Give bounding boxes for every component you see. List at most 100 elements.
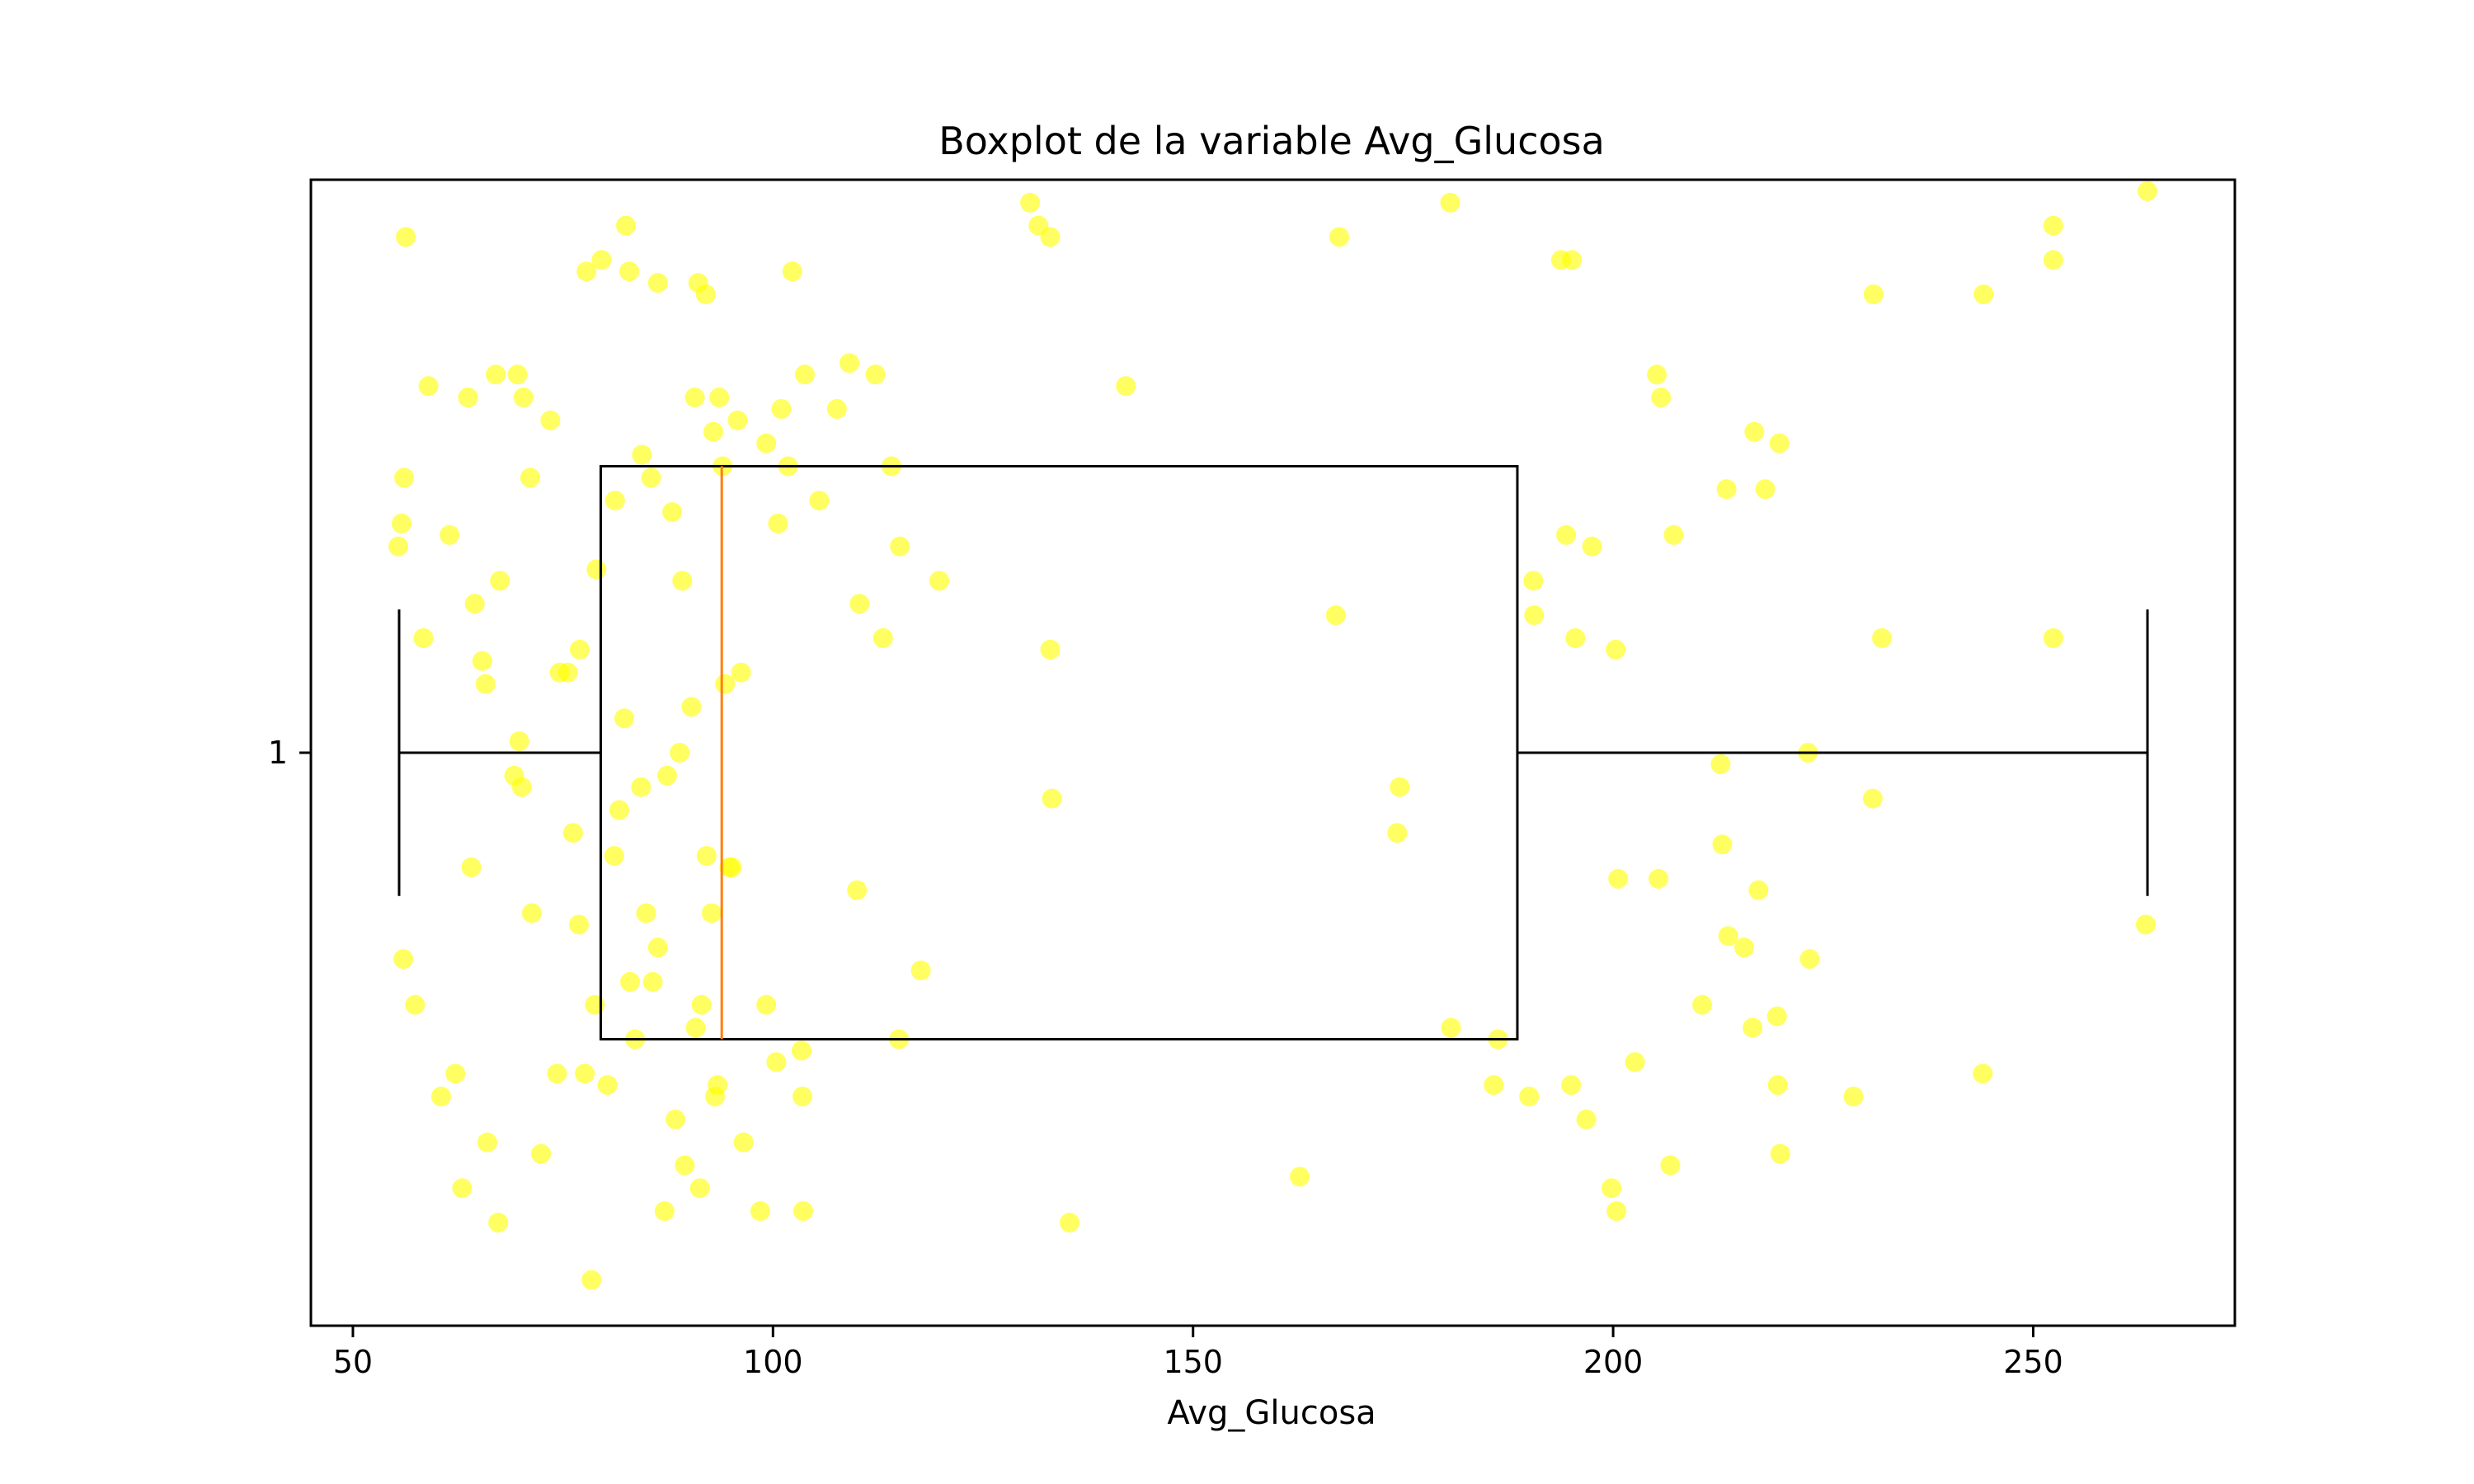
data-point <box>670 743 690 763</box>
data-point <box>464 594 485 614</box>
data-point <box>511 777 532 797</box>
data-point <box>1625 1052 1645 1073</box>
data-point <box>689 1178 710 1199</box>
data-point <box>392 514 412 533</box>
data-point <box>849 594 870 614</box>
data-point <box>418 376 439 397</box>
data-point <box>793 1201 813 1221</box>
x-tick-label: 100 <box>743 1344 803 1380</box>
data-point <box>696 846 717 866</box>
data-point <box>1329 227 1349 247</box>
data-point <box>1718 926 1738 946</box>
data-point <box>631 777 651 797</box>
data-point <box>616 215 636 236</box>
data-point <box>1716 479 1737 500</box>
data-point <box>1562 250 1583 270</box>
data-point <box>715 674 736 694</box>
data-point <box>488 1212 509 1233</box>
data-point <box>1524 605 1545 626</box>
data-point <box>792 1040 811 1061</box>
data-point <box>795 364 815 385</box>
data-point <box>1862 788 1883 809</box>
x-tick-label: 200 <box>1583 1344 1644 1380</box>
data-point <box>647 273 668 294</box>
data-point <box>1606 1201 1627 1221</box>
data-point <box>2136 914 2156 935</box>
data-point <box>702 903 722 923</box>
x-axis-ticks: 50 100 150 200 250 <box>333 1326 2063 1380</box>
data-point <box>388 536 408 556</box>
data-point <box>703 421 723 442</box>
data-point <box>1561 1075 1582 1096</box>
data-point <box>521 903 542 923</box>
data-point <box>929 571 949 591</box>
data-point <box>847 880 868 900</box>
data-point <box>405 994 426 1015</box>
data-point <box>620 972 641 992</box>
data-point <box>1565 628 1586 648</box>
data-point <box>685 1017 706 1038</box>
data-point <box>586 559 607 580</box>
data-point <box>654 1201 675 1221</box>
data-point <box>472 650 492 671</box>
data-point <box>569 914 589 935</box>
data-point <box>475 674 496 694</box>
data-point <box>461 857 482 877</box>
data-point <box>1767 1075 1788 1096</box>
data-point <box>1712 834 1733 855</box>
data-point <box>1608 868 1629 889</box>
data-point <box>756 994 777 1015</box>
data-point <box>722 857 742 877</box>
data-point <box>609 800 629 820</box>
data-point <box>826 399 847 419</box>
data-point <box>1769 433 1790 453</box>
data-point <box>2043 250 2063 270</box>
data-point <box>1843 1087 1864 1106</box>
data-point <box>540 410 561 430</box>
data-point <box>1863 284 1884 304</box>
data-point <box>642 972 663 992</box>
data-point <box>604 491 625 511</box>
data-point <box>1523 571 1544 591</box>
data-point <box>709 387 730 408</box>
data-point <box>636 903 656 923</box>
data-point <box>675 1155 695 1176</box>
data-point <box>562 823 583 843</box>
data-point <box>1872 628 1893 648</box>
data-point <box>641 467 661 488</box>
data-point <box>509 731 529 752</box>
data-point <box>591 250 612 270</box>
data-point <box>440 524 460 545</box>
points-layer <box>388 181 2157 1290</box>
data-point <box>1519 1087 1540 1106</box>
data-point <box>731 662 751 683</box>
data-point <box>396 227 416 247</box>
data-point <box>2043 215 2063 236</box>
data-point <box>1743 1017 1763 1038</box>
data-point <box>1040 227 1061 247</box>
data-point <box>458 387 478 408</box>
data-point <box>662 502 683 523</box>
data-point <box>547 1064 567 1084</box>
data-point <box>1710 754 1731 774</box>
data-point <box>513 387 534 408</box>
data-point <box>2138 181 2157 201</box>
data-point <box>691 994 712 1015</box>
data-point <box>793 1087 812 1106</box>
data-point <box>1290 1167 1310 1187</box>
data-point <box>1663 524 1684 545</box>
data-point <box>1440 192 1460 213</box>
data-point <box>597 1075 618 1096</box>
data-point <box>1576 1109 1597 1129</box>
data-point <box>1602 1178 1622 1199</box>
data-point <box>1766 1006 1787 1026</box>
data-point <box>1744 421 1765 442</box>
data-point <box>768 514 788 533</box>
data-point <box>1649 868 1669 889</box>
data-point <box>394 467 415 488</box>
data-point <box>1973 284 1994 304</box>
x-tick-label: 150 <box>1163 1344 1223 1380</box>
data-point <box>1799 949 1820 970</box>
data-point <box>576 261 597 282</box>
